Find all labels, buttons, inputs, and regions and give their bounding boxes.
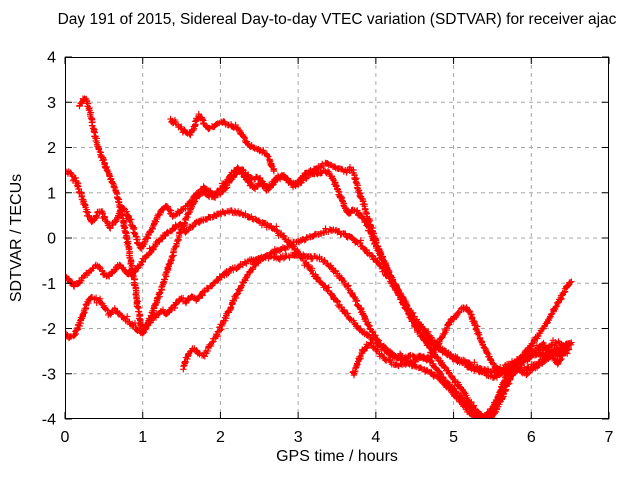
x-tick-label: 1 (138, 429, 147, 446)
trace-6 (180, 225, 573, 419)
y-tick-label: 2 (47, 140, 56, 157)
chart-title: Day 191 of 2015, Sidereal Day-to-day VTE… (57, 11, 617, 28)
y-tick-label: -1 (42, 276, 56, 293)
y-tick-label: 4 (47, 50, 56, 67)
trace-7 (349, 339, 571, 419)
data-traces (65, 95, 575, 419)
x-tick-label: 4 (371, 429, 380, 446)
trace-1 (76, 95, 575, 378)
x-axis-label: GPS time / hours (276, 448, 398, 465)
trace-2 (65, 166, 573, 381)
x-tick-label: 3 (294, 429, 303, 446)
x-tick-label: 2 (216, 429, 225, 446)
y-tick-label: -4 (42, 412, 56, 429)
trace-3 (167, 110, 278, 175)
x-tick-label: 5 (449, 429, 458, 446)
x-tick-label: 6 (527, 429, 536, 446)
x-tick-label: 0 (61, 429, 70, 446)
x-tick-label: 7 (605, 429, 614, 446)
y-axis-label: SDTVAR / TECUs (8, 173, 25, 303)
y-tick-label: 0 (47, 231, 56, 248)
y-tick-label: 3 (47, 95, 56, 112)
y-tick-label: -2 (42, 321, 56, 338)
y-tick-label: -3 (42, 366, 56, 383)
plot-border (65, 57, 609, 419)
y-tick-label: 1 (47, 185, 56, 202)
